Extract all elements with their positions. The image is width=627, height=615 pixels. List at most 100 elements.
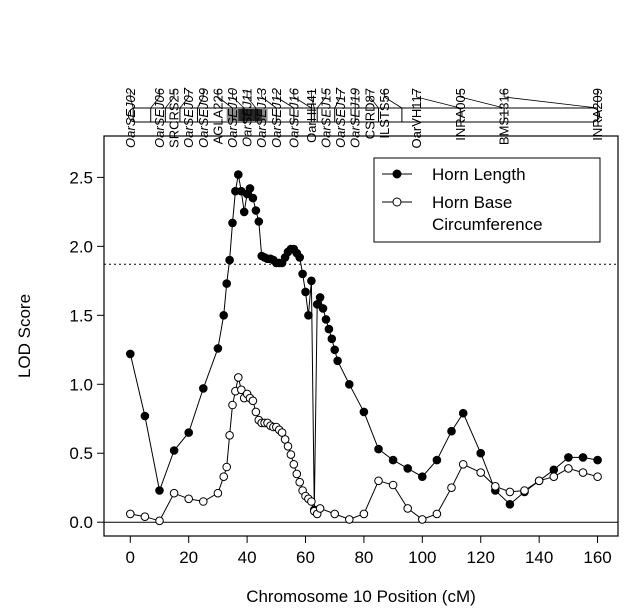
- data-point-series-1: [318, 304, 328, 313]
- legend-label-horn-length: Horn Length: [432, 165, 526, 184]
- data-point-series-2: [213, 488, 223, 498]
- marker-label: AGLA226: [210, 88, 225, 144]
- data-point-series-1: [327, 334, 337, 344]
- data-point-series-1: [213, 344, 223, 353]
- data-point-series-1: [359, 407, 369, 417]
- marker-label: OarSEJ07: [181, 87, 196, 148]
- data-point-series-2: [155, 516, 164, 526]
- data-point-series-2: [225, 431, 234, 440]
- marker-label: OarSEJ11: [240, 88, 255, 147]
- data-point-series-1: [184, 428, 193, 437]
- marker-label: OarSEJ12: [269, 87, 284, 148]
- data-point-series-1: [251, 206, 261, 215]
- marker-leader: [246, 96, 257, 109]
- data-point-series-2: [251, 407, 261, 417]
- marker-label: OarSEJ10: [225, 87, 240, 148]
- data-point-series-1: [458, 408, 468, 418]
- data-point-series-2: [126, 509, 135, 519]
- data-point-series-1: [295, 253, 305, 262]
- data-point-series-1: [140, 411, 150, 421]
- data-point-series-2: [289, 460, 299, 469]
- marker-leader: [384, 96, 403, 109]
- marker-label: OarSEJ06: [152, 87, 167, 148]
- data-point-series-2: [199, 497, 208, 506]
- marker-leader: [504, 96, 598, 109]
- marker-label: CSRD87: [362, 88, 377, 139]
- data-point-series-1: [254, 217, 264, 226]
- data-point-series-2: [345, 515, 354, 524]
- marker-leader: [334, 96, 341, 109]
- marker-leader: [293, 96, 312, 109]
- marker-leader: [310, 96, 315, 109]
- legend: Horn Length Horn Base Circumference: [373, 157, 601, 243]
- y-tick-label: 0.5: [69, 444, 93, 463]
- data-point-series-1: [219, 311, 228, 320]
- data-point-series-1: [324, 324, 334, 334]
- data-point-series-2: [491, 482, 500, 491]
- y-tick-label: 2.5: [69, 168, 93, 187]
- data-point-series-1: [234, 170, 243, 179]
- data-point-series-1: [155, 486, 164, 495]
- x-tick-label: 60: [296, 548, 315, 567]
- marker-leader: [217, 96, 233, 109]
- data-point-series-1: [126, 349, 135, 359]
- data-point-series-1: [169, 446, 179, 455]
- x-axis-label: Chromosome 10 Position (cM): [246, 587, 476, 606]
- marker-leader: [261, 96, 277, 109]
- marker-leader: [129, 96, 134, 109]
- data-point-series-2: [237, 385, 246, 395]
- data-point-series-2: [234, 373, 243, 382]
- marker-label: BMS1316: [497, 88, 512, 145]
- data-point-series-1: [199, 384, 208, 393]
- plot-frame: [103, 135, 619, 537]
- data-point-series-2: [307, 497, 316, 506]
- y-axis-label: LOD Score: [15, 294, 34, 378]
- series-group: [126, 170, 602, 526]
- data-point-series-1: [564, 453, 573, 462]
- axes: 0 20 40 60 80 100 120 140 160 0.0 0.5 1.0 1.5 2.0 2.5: [69, 135, 619, 567]
- marker-label: OarSEJ16: [286, 87, 301, 148]
- legend-marker-horn-length: [392, 169, 402, 179]
- marker-leader: [179, 96, 190, 109]
- data-point-series-1: [321, 315, 331, 324]
- marker-label: SRCRS25: [167, 88, 182, 148]
- data-point-series-1: [476, 448, 486, 458]
- data-point-series-2: [184, 494, 193, 504]
- data-point-series-2: [578, 468, 588, 477]
- data-point-series-2: [169, 488, 179, 498]
- data-point-series-1: [578, 453, 588, 462]
- data-point-series-1: [330, 345, 340, 355]
- data-point-series-1: [298, 269, 307, 279]
- reference-lines: [104, 263, 618, 523]
- data-point-series-2: [228, 400, 237, 410]
- data-point-series-2: [432, 509, 442, 519]
- legend-label-horn-base: Horn Base Circumference: [432, 193, 543, 234]
- x-tick-label: 0: [126, 548, 135, 567]
- data-point-series-1: [225, 255, 234, 265]
- data-point-series-2: [520, 486, 529, 495]
- x-tick-label: 140: [525, 548, 553, 567]
- y-tick-label: 1.0: [69, 375, 93, 394]
- marker-label: ILSTS56: [377, 88, 392, 139]
- marker-leader: [165, 96, 175, 109]
- data-point-series-2: [248, 396, 258, 406]
- marker-label: INRA209: [590, 88, 605, 141]
- data-point-series-1: [388, 455, 398, 465]
- marker-label: INRA005: [453, 88, 468, 141]
- x-tick-label: 80: [354, 548, 373, 567]
- marker-leader: [369, 96, 379, 109]
- data-point-series-2: [222, 462, 231, 472]
- y-tick-label: 1.5: [69, 306, 93, 325]
- data-point-series-2: [593, 472, 602, 482]
- x-tick-label: 160: [583, 548, 611, 567]
- data-point-series-2: [505, 487, 515, 497]
- data-point-series-1: [248, 193, 258, 203]
- data-point-series-2: [292, 469, 302, 479]
- data-point-series-1: [333, 356, 342, 366]
- data-point-series-1: [315, 293, 325, 302]
- data-point-series-1: [505, 500, 515, 509]
- marker-label: OarVH117: [409, 88, 424, 148]
- data-point-series-2: [286, 450, 296, 459]
- data-point-series-2: [374, 476, 383, 486]
- data-point-series-2: [534, 476, 544, 486]
